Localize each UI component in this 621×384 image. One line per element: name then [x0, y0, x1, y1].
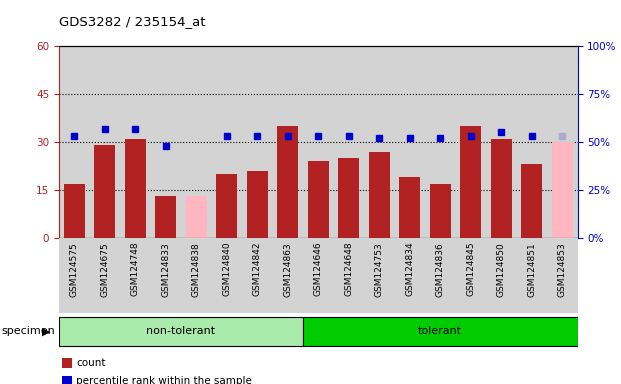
Text: GSM124851: GSM124851 [527, 242, 537, 296]
Text: count: count [76, 358, 106, 368]
Bar [181, 238, 212, 313]
Bar [486, 238, 517, 313]
Text: GSM124840: GSM124840 [222, 242, 231, 296]
Bar [94, 145, 116, 238]
Text: GSM124853: GSM124853 [558, 242, 567, 296]
Text: tolerant: tolerant [418, 326, 462, 336]
Bar [333, 238, 364, 313]
Bar [59, 238, 89, 313]
Bar [425, 238, 456, 313]
Bar [547, 238, 578, 313]
Bar [273, 238, 303, 313]
Bar [242, 46, 273, 238]
Bar [63, 184, 85, 238]
Bar [333, 46, 364, 238]
Bar [364, 238, 394, 313]
Bar [430, 184, 451, 238]
Text: GSM124833: GSM124833 [161, 242, 170, 296]
Bar [425, 46, 456, 238]
Text: GSM124863: GSM124863 [283, 242, 292, 296]
Text: GSM124850: GSM124850 [497, 242, 505, 296]
Bar [399, 177, 420, 238]
Bar [307, 161, 329, 238]
Bar [59, 46, 89, 238]
Bar [273, 46, 303, 238]
Bar [150, 238, 181, 313]
Bar [247, 171, 268, 238]
Text: GSM124646: GSM124646 [314, 242, 323, 296]
Bar [155, 197, 176, 238]
Bar [456, 46, 486, 238]
FancyBboxPatch shape [303, 316, 578, 346]
Bar [303, 46, 333, 238]
Bar [547, 46, 578, 238]
Bar [486, 46, 517, 238]
Bar [120, 238, 150, 313]
Text: GSM124753: GSM124753 [374, 242, 384, 296]
FancyBboxPatch shape [59, 316, 303, 346]
Bar [186, 197, 207, 238]
Text: GSM124845: GSM124845 [466, 242, 475, 296]
Bar [456, 238, 486, 313]
Text: GSM124836: GSM124836 [436, 242, 445, 296]
Bar [150, 46, 181, 238]
Bar [491, 139, 512, 238]
Text: GSM124648: GSM124648 [344, 242, 353, 296]
Bar [242, 238, 273, 313]
Bar [212, 46, 242, 238]
Bar [338, 158, 360, 238]
Text: non-tolerant: non-tolerant [147, 326, 215, 336]
Bar [364, 46, 394, 238]
Bar [551, 142, 573, 238]
Text: percentile rank within the sample: percentile rank within the sample [76, 376, 252, 384]
Bar [394, 238, 425, 313]
Bar [277, 126, 299, 238]
Text: GSM124842: GSM124842 [253, 242, 262, 296]
Bar [303, 238, 333, 313]
Bar [120, 46, 150, 238]
Text: specimen: specimen [2, 326, 56, 336]
Bar [517, 46, 547, 238]
Bar [89, 238, 120, 313]
Bar [369, 152, 390, 238]
Text: GSM124748: GSM124748 [131, 242, 140, 296]
Bar [517, 238, 547, 313]
Bar [460, 126, 481, 238]
Text: GSM124838: GSM124838 [192, 242, 201, 296]
Text: GSM124575: GSM124575 [70, 242, 79, 296]
Bar [521, 164, 543, 238]
Bar [394, 46, 425, 238]
Text: ▶: ▶ [42, 326, 51, 336]
Bar [181, 46, 212, 238]
Bar [216, 174, 237, 238]
Text: GSM124675: GSM124675 [100, 242, 109, 296]
Bar [89, 46, 120, 238]
Bar [125, 139, 146, 238]
Text: GDS3282 / 235154_at: GDS3282 / 235154_at [59, 15, 206, 28]
Text: GSM124834: GSM124834 [406, 242, 414, 296]
Bar [212, 238, 242, 313]
